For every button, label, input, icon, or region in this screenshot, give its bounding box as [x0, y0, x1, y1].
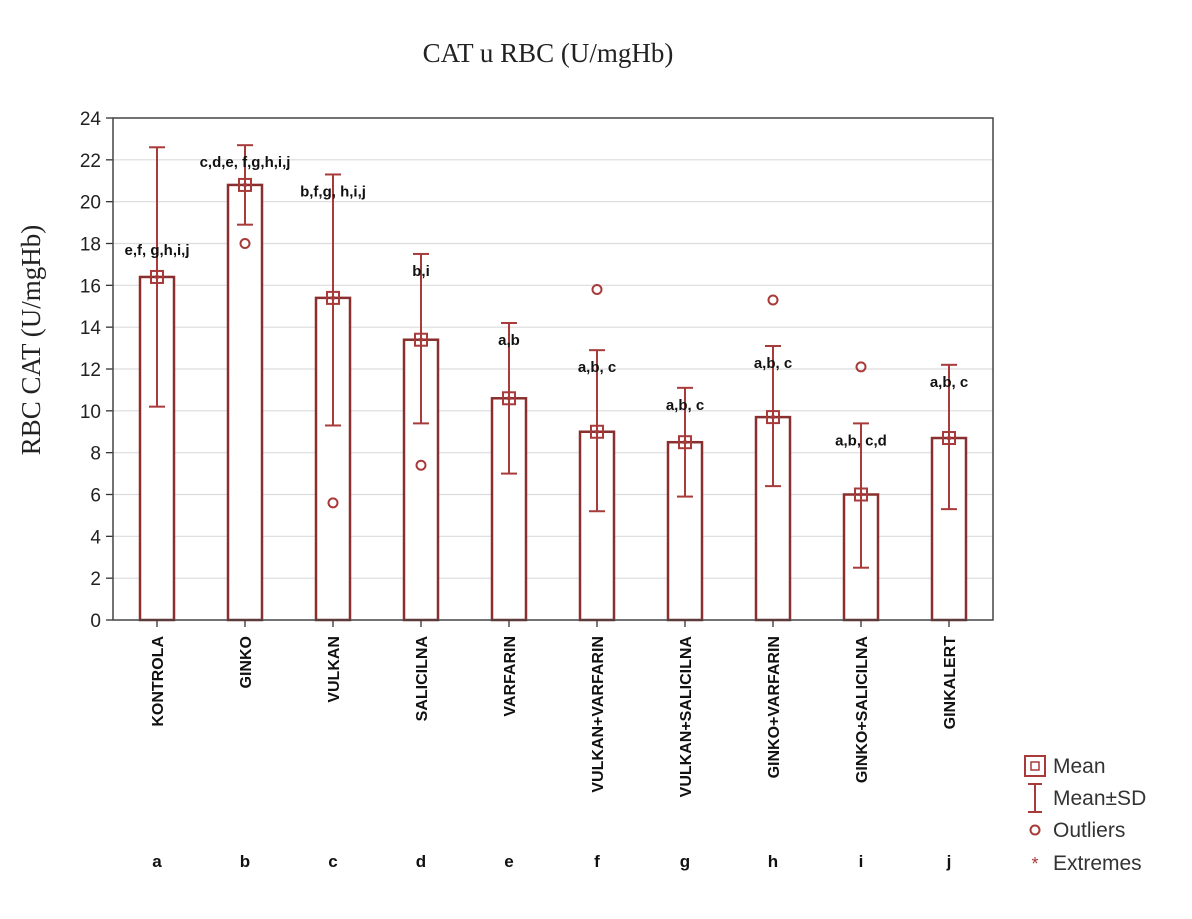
significance-label: b,i	[412, 263, 430, 280]
outlier-point	[415, 459, 427, 471]
category-label: KONTROLA	[150, 636, 167, 727]
mean-marker-dot	[330, 295, 336, 301]
legend-extreme-symbol: *	[1031, 854, 1038, 874]
y-tick-label: 22	[80, 151, 101, 172]
significance-label: a,b, c	[666, 397, 704, 414]
y-tick-label: 6	[90, 486, 101, 507]
bars-layer: e,f, g,h,i,j c,d,e, f,g,h,i,j b,f,g, h,i,j…	[124, 144, 968, 622]
significance-label: a,b	[498, 332, 520, 349]
y-tick-label: 16	[80, 276, 101, 297]
category-label: GINKALERT	[942, 636, 959, 730]
legend-item-label: Mean±SD	[1053, 787, 1146, 810]
mean-marker	[942, 431, 956, 446]
mean-marker-dot	[946, 435, 952, 441]
y-tick-label: 10	[80, 402, 101, 423]
mean-marker	[766, 410, 780, 425]
category-label: VULKAN	[326, 636, 343, 703]
legend-item-label: Mean	[1053, 755, 1106, 778]
y-tick-label: 8	[90, 444, 101, 465]
mean-marker	[678, 435, 692, 450]
mean-marker-dot	[242, 182, 248, 188]
legend-item-label: Outliers	[1053, 819, 1125, 842]
significance-label: b,f,g, h,i,j	[300, 183, 366, 200]
group-letter: e	[504, 852, 513, 871]
category-label: VARFARIN	[502, 636, 519, 717]
group-letter: j	[946, 852, 952, 871]
category-label: GINKO+VARFARIN	[766, 636, 783, 778]
y-tick-label: 20	[80, 193, 101, 214]
mean-marker-dot	[594, 429, 600, 434]
y-tick-label: 24	[80, 109, 102, 130]
mean-marker-dot	[858, 492, 864, 497]
mean-marker	[150, 269, 164, 284]
mean-marker	[238, 177, 252, 192]
group-letter: g	[680, 852, 690, 871]
group-letter: i	[859, 852, 864, 871]
mean-marker	[590, 424, 604, 439]
outlier-point	[239, 238, 251, 249]
significance-label: a,b, c	[754, 355, 792, 372]
significance-label: a,b, c,d	[835, 432, 887, 449]
mean-marker-dot	[770, 414, 776, 420]
y-tick-label: 2	[90, 569, 101, 590]
plot-area-frame	[112, 117, 994, 621]
category-label: GINKO+SALICILNA	[854, 636, 871, 784]
group-letter: a	[152, 852, 162, 871]
bar	[226, 183, 264, 622]
category-label: SALICILNA	[414, 636, 431, 722]
chart-title: CAT u RBC (U/mgHb)	[423, 38, 674, 68]
legend-outlier-symbol	[1029, 824, 1041, 836]
legend: * Mean Mean±SD Outliers Extremes	[1024, 755, 1146, 875]
mean-marker	[502, 391, 516, 406]
y-tick-label: 4	[90, 527, 101, 548]
group-letter: f	[594, 852, 600, 871]
legend-mean-symbol	[1024, 755, 1046, 777]
group-letter: b	[240, 852, 250, 871]
outlier-point	[855, 361, 867, 373]
mean-marker	[854, 487, 868, 502]
outlier-point	[767, 294, 779, 306]
significance-label: c,d,e, f,g,h,i,j	[200, 154, 291, 171]
legend-mean-symbol-inner	[1030, 761, 1040, 771]
mean-marker	[326, 290, 340, 305]
mean-marker-dot	[682, 440, 688, 445]
x-axis-categories: KONTROLA a GINKO b VULKAN c SALICILNA d VARFARIN…	[150, 620, 959, 871]
significance-label: e,f, g,h,i,j	[124, 242, 189, 259]
y-tick-label: 18	[80, 235, 101, 256]
mean-marker-dot	[418, 337, 424, 342]
mean-marker-dot	[154, 274, 160, 280]
outlier-point	[327, 497, 339, 509]
category-label: GINKO	[238, 636, 255, 688]
legend-item-label: Extremes	[1053, 852, 1142, 875]
y-tick-label: 0	[90, 611, 101, 632]
group-letter: d	[416, 852, 426, 871]
group-letter: h	[768, 852, 778, 871]
significance-label: a,b, c	[930, 374, 968, 391]
y-tick-label: 12	[80, 360, 101, 381]
mean-marker-dot	[506, 396, 512, 401]
y-axis-label: RBC CAT (U/mgHb)	[16, 225, 46, 456]
category-label: VULKAN+VARFARIN	[590, 636, 607, 793]
mean-marker	[414, 332, 428, 347]
y-tick-label: 14	[80, 318, 102, 339]
outlier-point	[591, 284, 603, 296]
significance-label: a,b, c	[578, 359, 616, 376]
category-label: VULKAN+SALICILNA	[678, 636, 695, 798]
group-letter: c	[328, 852, 337, 871]
